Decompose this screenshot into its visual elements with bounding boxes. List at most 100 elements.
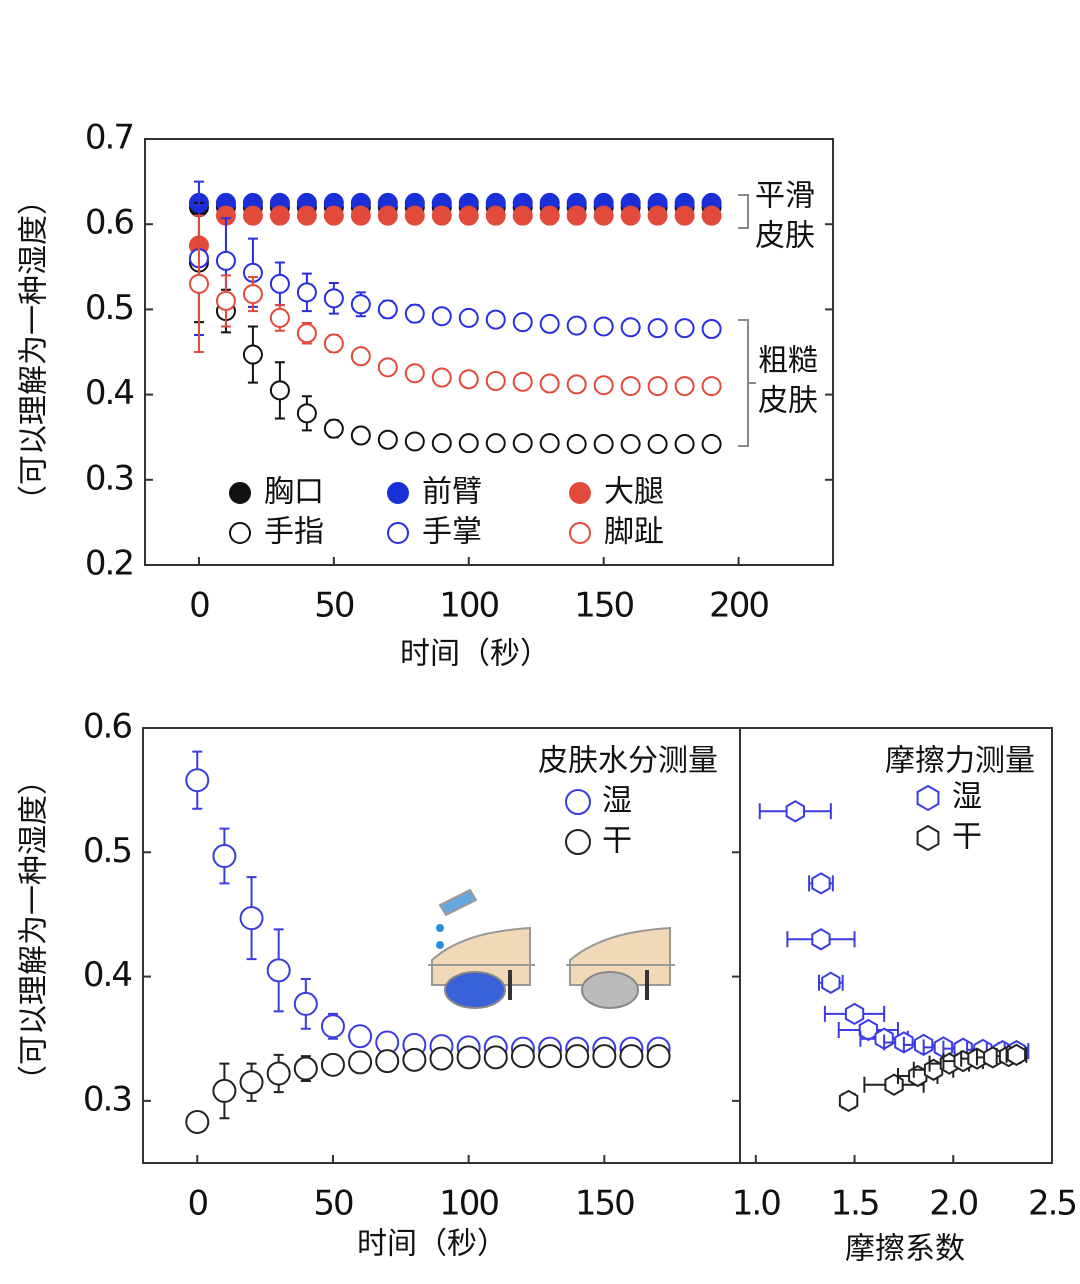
marker (350, 425, 371, 446)
marker (821, 971, 841, 994)
marker (350, 205, 371, 226)
x-tick-label: 50 (314, 586, 354, 626)
marker (647, 434, 668, 455)
marker (215, 290, 236, 311)
annotation: 皮肤 (758, 384, 818, 419)
legend-label: 干 (602, 824, 632, 859)
legend-marker (229, 482, 251, 504)
marker (620, 376, 641, 397)
legend-label: 前臂 (422, 475, 482, 510)
marker (483, 1045, 508, 1070)
marker (983, 1046, 1003, 1069)
plot-frame (739, 727, 1053, 1164)
marker (269, 380, 290, 401)
marker (266, 958, 291, 983)
marker (377, 205, 398, 226)
marker (242, 344, 263, 365)
marker (838, 1089, 859, 1113)
marker (429, 1046, 454, 1071)
marker (185, 1109, 210, 1134)
marker (242, 205, 263, 226)
marker (593, 434, 614, 455)
marker (593, 316, 614, 337)
legend-label: 手指 (264, 515, 324, 550)
y-tick-label: 0.6 (83, 707, 131, 747)
marker (269, 307, 290, 328)
legend-marker (565, 789, 591, 815)
marker (323, 205, 344, 226)
marker (431, 205, 452, 226)
legend-marker (916, 824, 940, 852)
marker (320, 1052, 345, 1077)
marker (674, 376, 695, 397)
legend-marker (387, 482, 409, 504)
marker (674, 205, 695, 226)
marker (242, 284, 263, 305)
marker (323, 288, 344, 309)
legend-label: 胸口 (264, 475, 324, 510)
marker (239, 1070, 264, 1095)
plot-frame (144, 138, 834, 566)
marker (539, 205, 560, 226)
legend-marker (229, 522, 251, 544)
x-tick-label: 2.5 (1028, 1184, 1076, 1224)
marker (239, 906, 264, 931)
marker (565, 1044, 590, 1069)
marker (593, 205, 614, 226)
marker (402, 1047, 427, 1072)
marker (185, 768, 210, 793)
x-tick-label: 50 (313, 1184, 353, 1224)
marker (293, 1056, 318, 1081)
annotation: 皮肤 (755, 219, 815, 254)
marker (485, 433, 506, 454)
legend-marker (569, 482, 591, 504)
legend-label: 干 (952, 820, 982, 855)
legend-label: 湿 (602, 784, 632, 819)
marker (620, 205, 641, 226)
marker (485, 309, 506, 330)
marker (431, 367, 452, 388)
marker (188, 273, 209, 294)
marker (431, 433, 452, 454)
marker (404, 363, 425, 384)
marker (1006, 1043, 1027, 1067)
marker (646, 1044, 671, 1069)
y-tick-label: 0.3 (83, 1079, 131, 1119)
y-tick-label: 0.4 (85, 373, 133, 413)
y-tick-label: 0.5 (83, 831, 131, 871)
marker (619, 1044, 644, 1069)
marker (785, 800, 805, 823)
legend-label: 湿 (952, 780, 982, 815)
marker (647, 376, 668, 397)
legend-label: 大腿 (604, 475, 664, 510)
legend-label: 脚趾 (604, 515, 664, 550)
marker (458, 307, 479, 328)
marker (404, 205, 425, 226)
x-axis-label: 摩擦系数 (845, 1232, 965, 1267)
x-tick-label: 150 (574, 586, 633, 626)
x-tick-label: 1.5 (830, 1184, 878, 1224)
x-tick-label: 0 (189, 586, 209, 626)
y-axis-label: （可以理解为一种湿度） (17, 765, 52, 1095)
y-tick-label: 0.3 (85, 458, 133, 498)
marker (811, 872, 831, 895)
marker (620, 317, 641, 338)
marker (539, 433, 560, 454)
marker (647, 318, 668, 339)
marker (404, 303, 425, 324)
marker (350, 346, 371, 367)
y-axis-label: （可以理解为一种湿度） (17, 185, 52, 515)
marker (884, 1073, 904, 1096)
x-tick-label: 100 (439, 1184, 498, 1224)
marker (512, 312, 533, 333)
marker (593, 375, 614, 396)
marker (485, 370, 506, 391)
x-tick-label: 0 (187, 1184, 207, 1224)
marker (566, 434, 587, 455)
marker (566, 374, 587, 395)
marker (674, 434, 695, 455)
marker (348, 1050, 373, 1075)
marker (458, 433, 479, 454)
legend-marker (569, 522, 591, 544)
y-tick-label: 0.2 (85, 544, 133, 584)
